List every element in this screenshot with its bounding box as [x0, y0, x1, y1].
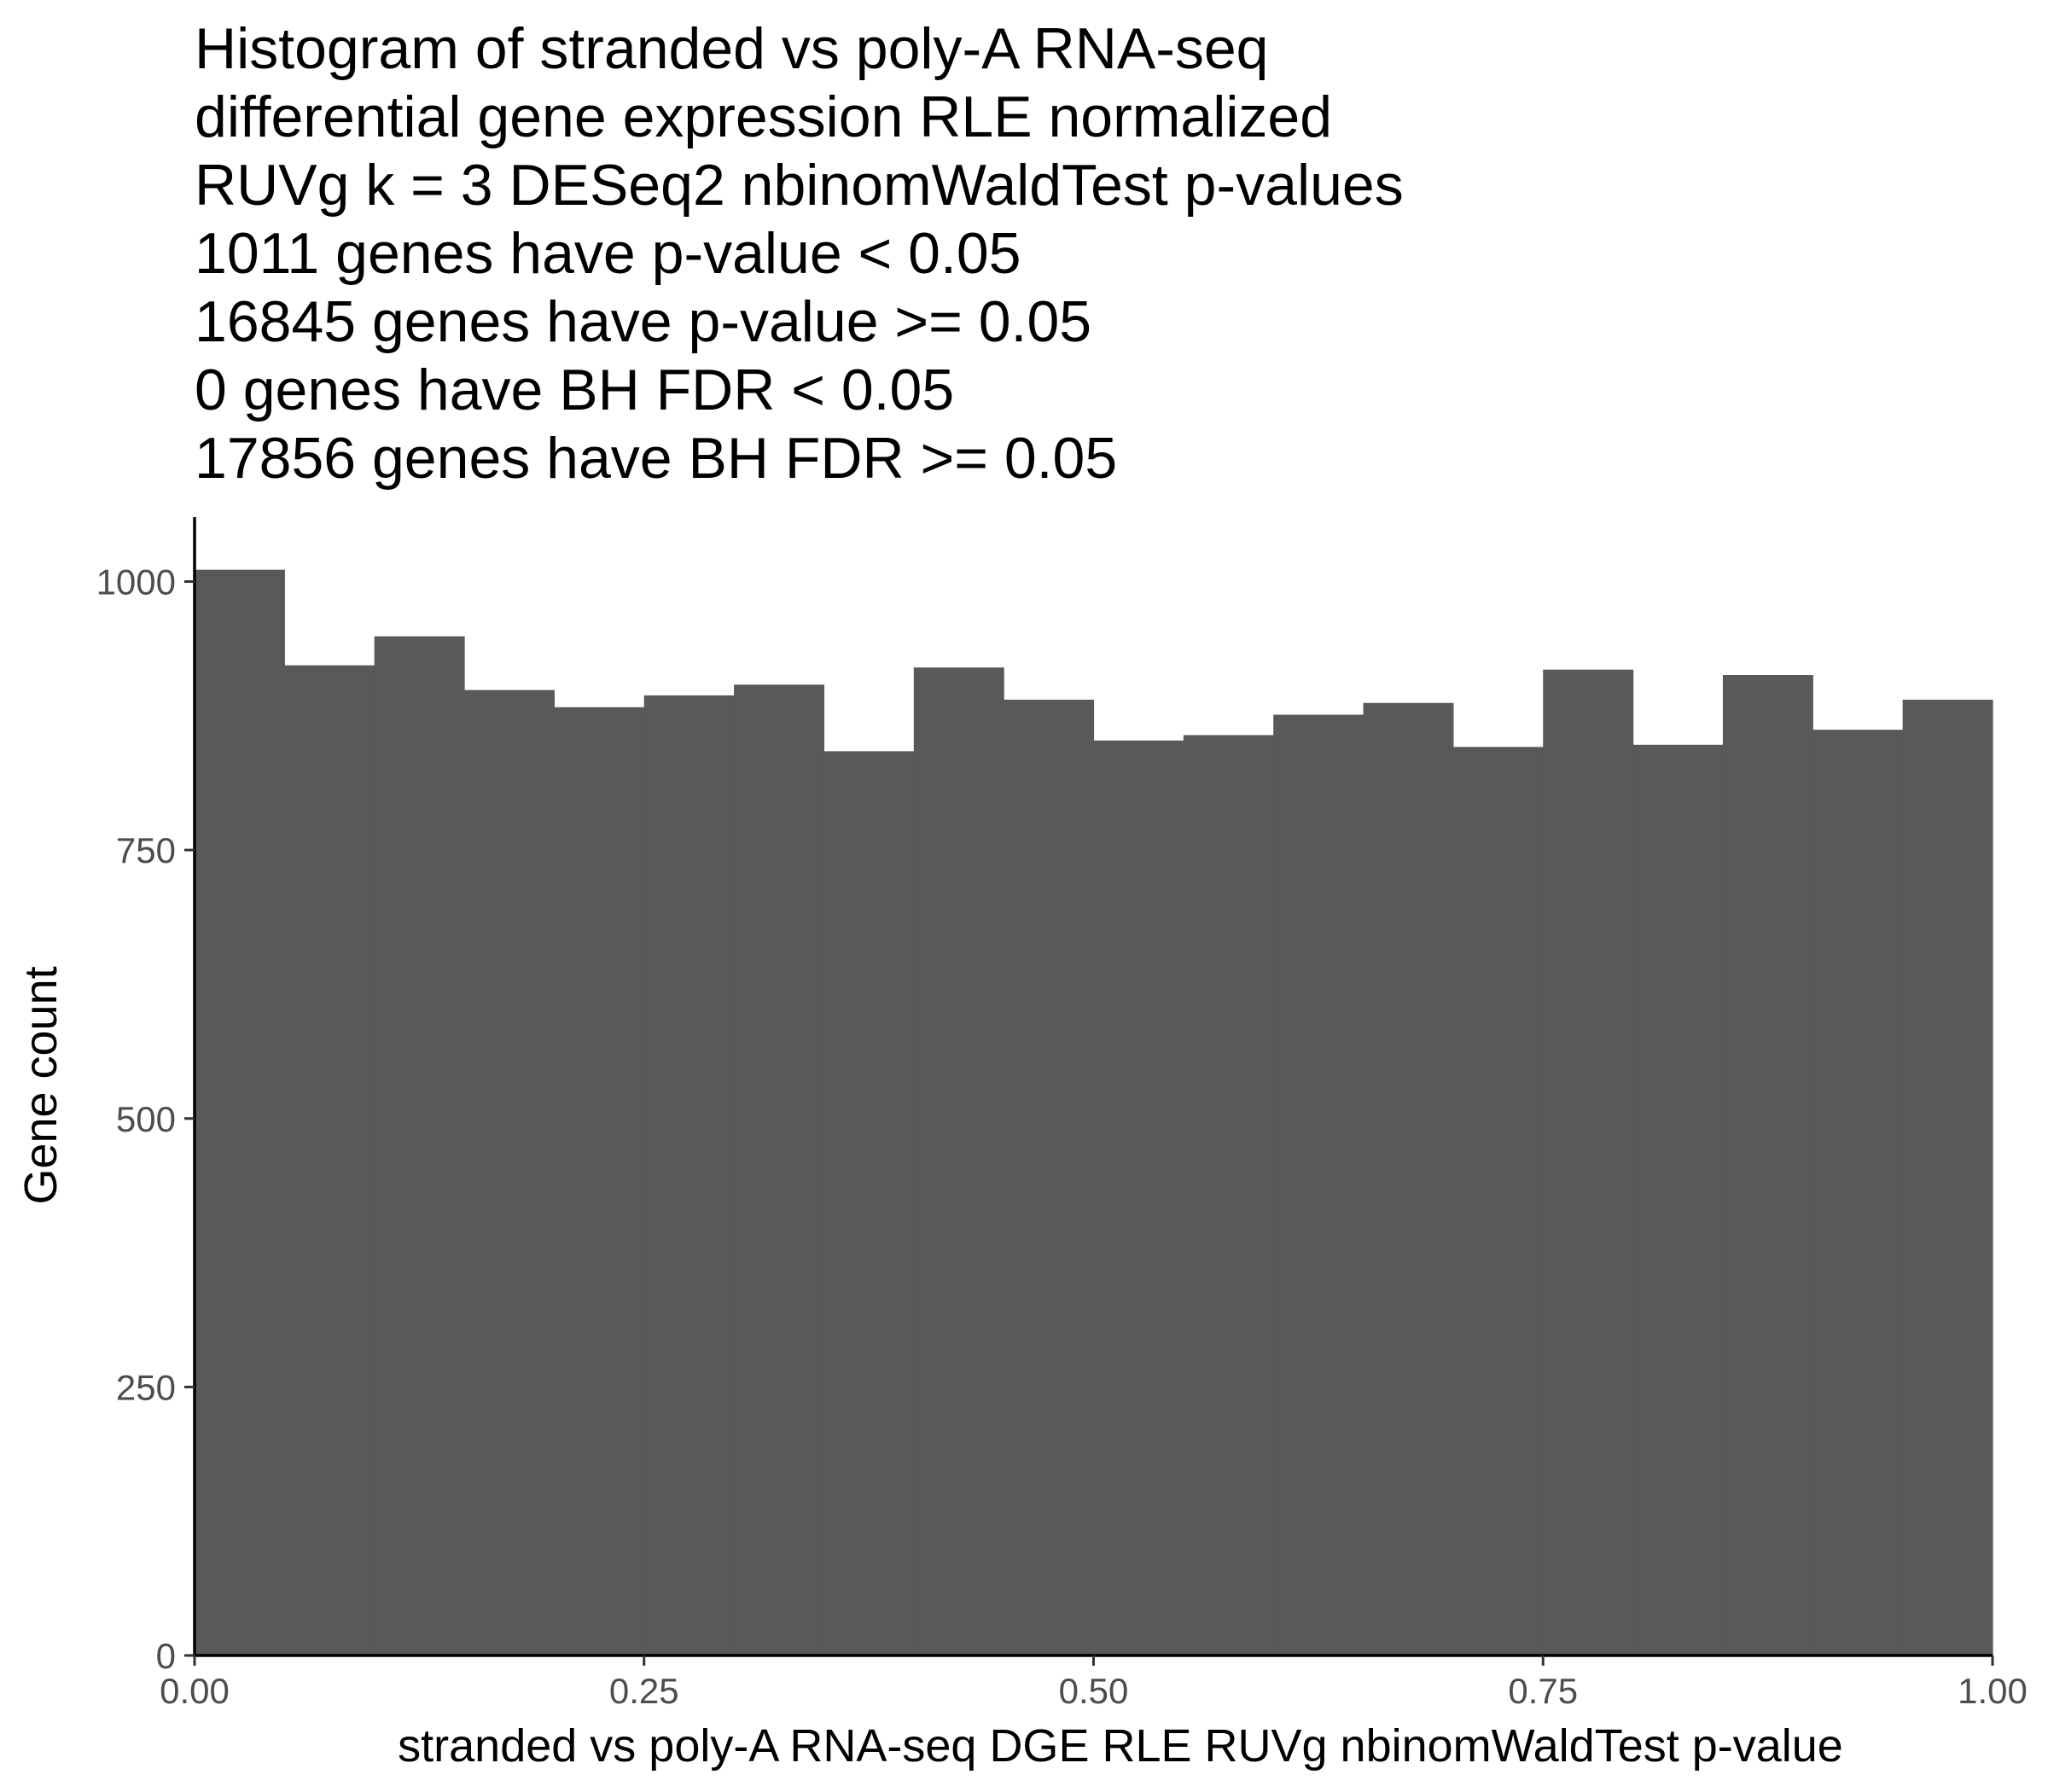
- title-line-2: differential gene expression RLE normali…: [195, 84, 1332, 149]
- histogram-bar: [1093, 740, 1184, 1655]
- x-tick-label: 0.50: [1059, 1671, 1129, 1711]
- histogram-bar: [1004, 699, 1095, 1656]
- title-line-5: 16845 genes have p-value >= 0.05: [195, 289, 1091, 354]
- histogram-bar: [1632, 744, 1724, 1655]
- histogram-bar: [1543, 669, 1634, 1656]
- y-tick-label: 250: [116, 1367, 176, 1407]
- title-line-7: 17856 genes have BH FDR >= 0.05: [195, 426, 1117, 491]
- y-tick-label: 750: [116, 830, 176, 870]
- histogram-bar: [1273, 714, 1364, 1655]
- title-line-6: 0 genes have BH FDR < 0.05: [195, 358, 954, 422]
- title-line-4: 1011 genes have p-value < 0.05: [195, 221, 1021, 286]
- histogram-bar: [913, 667, 1004, 1656]
- histogram-bars: [195, 569, 1993, 1656]
- histogram-bar: [823, 751, 915, 1655]
- y-tick-label: 1000: [96, 562, 176, 602]
- histogram-bar: [554, 707, 645, 1655]
- x-tick-label: 0.25: [609, 1671, 679, 1711]
- title-line-3: RUVg k = 3 DESeq2 nbinomWaldTest p-value…: [195, 153, 1404, 218]
- x-axis-ticks: 0.00 0.25 0.50 0.75 1.00: [160, 1655, 2028, 1711]
- histogram-bar: [464, 689, 555, 1655]
- histogram-bar: [284, 665, 375, 1656]
- x-axis-title: stranded vs poly-A RNA-seq DGE RLE RUVg …: [398, 1720, 1843, 1772]
- histogram-bar: [1722, 675, 1813, 1655]
- chart-title: Histogram of stranded vs poly-A RNA-seq …: [195, 16, 1404, 491]
- histogram-bar: [374, 636, 465, 1656]
- histogram-bar: [1812, 730, 1904, 1656]
- histogram-bar: [734, 684, 825, 1655]
- histogram-bar: [643, 695, 735, 1656]
- histogram-bar: [195, 569, 285, 1656]
- x-tick-label: 1.00: [1958, 1671, 2028, 1711]
- y-tick-label: 500: [116, 1099, 176, 1139]
- y-axis-ticks: 0 250 500 750 1000: [96, 562, 195, 1676]
- histogram-bar: [1363, 702, 1454, 1655]
- y-tick-label: 0: [156, 1636, 176, 1676]
- x-tick-label: 0.00: [160, 1671, 230, 1711]
- x-tick-label: 0.75: [1508, 1671, 1578, 1711]
- histogram-bar: [1183, 735, 1274, 1655]
- y-axis-title: Gene count: [15, 966, 67, 1204]
- histogram-bar: [1902, 699, 1993, 1656]
- title-line-1: Histogram of stranded vs poly-A RNA-seq: [195, 16, 1269, 81]
- histogram-bar: [1452, 747, 1544, 1655]
